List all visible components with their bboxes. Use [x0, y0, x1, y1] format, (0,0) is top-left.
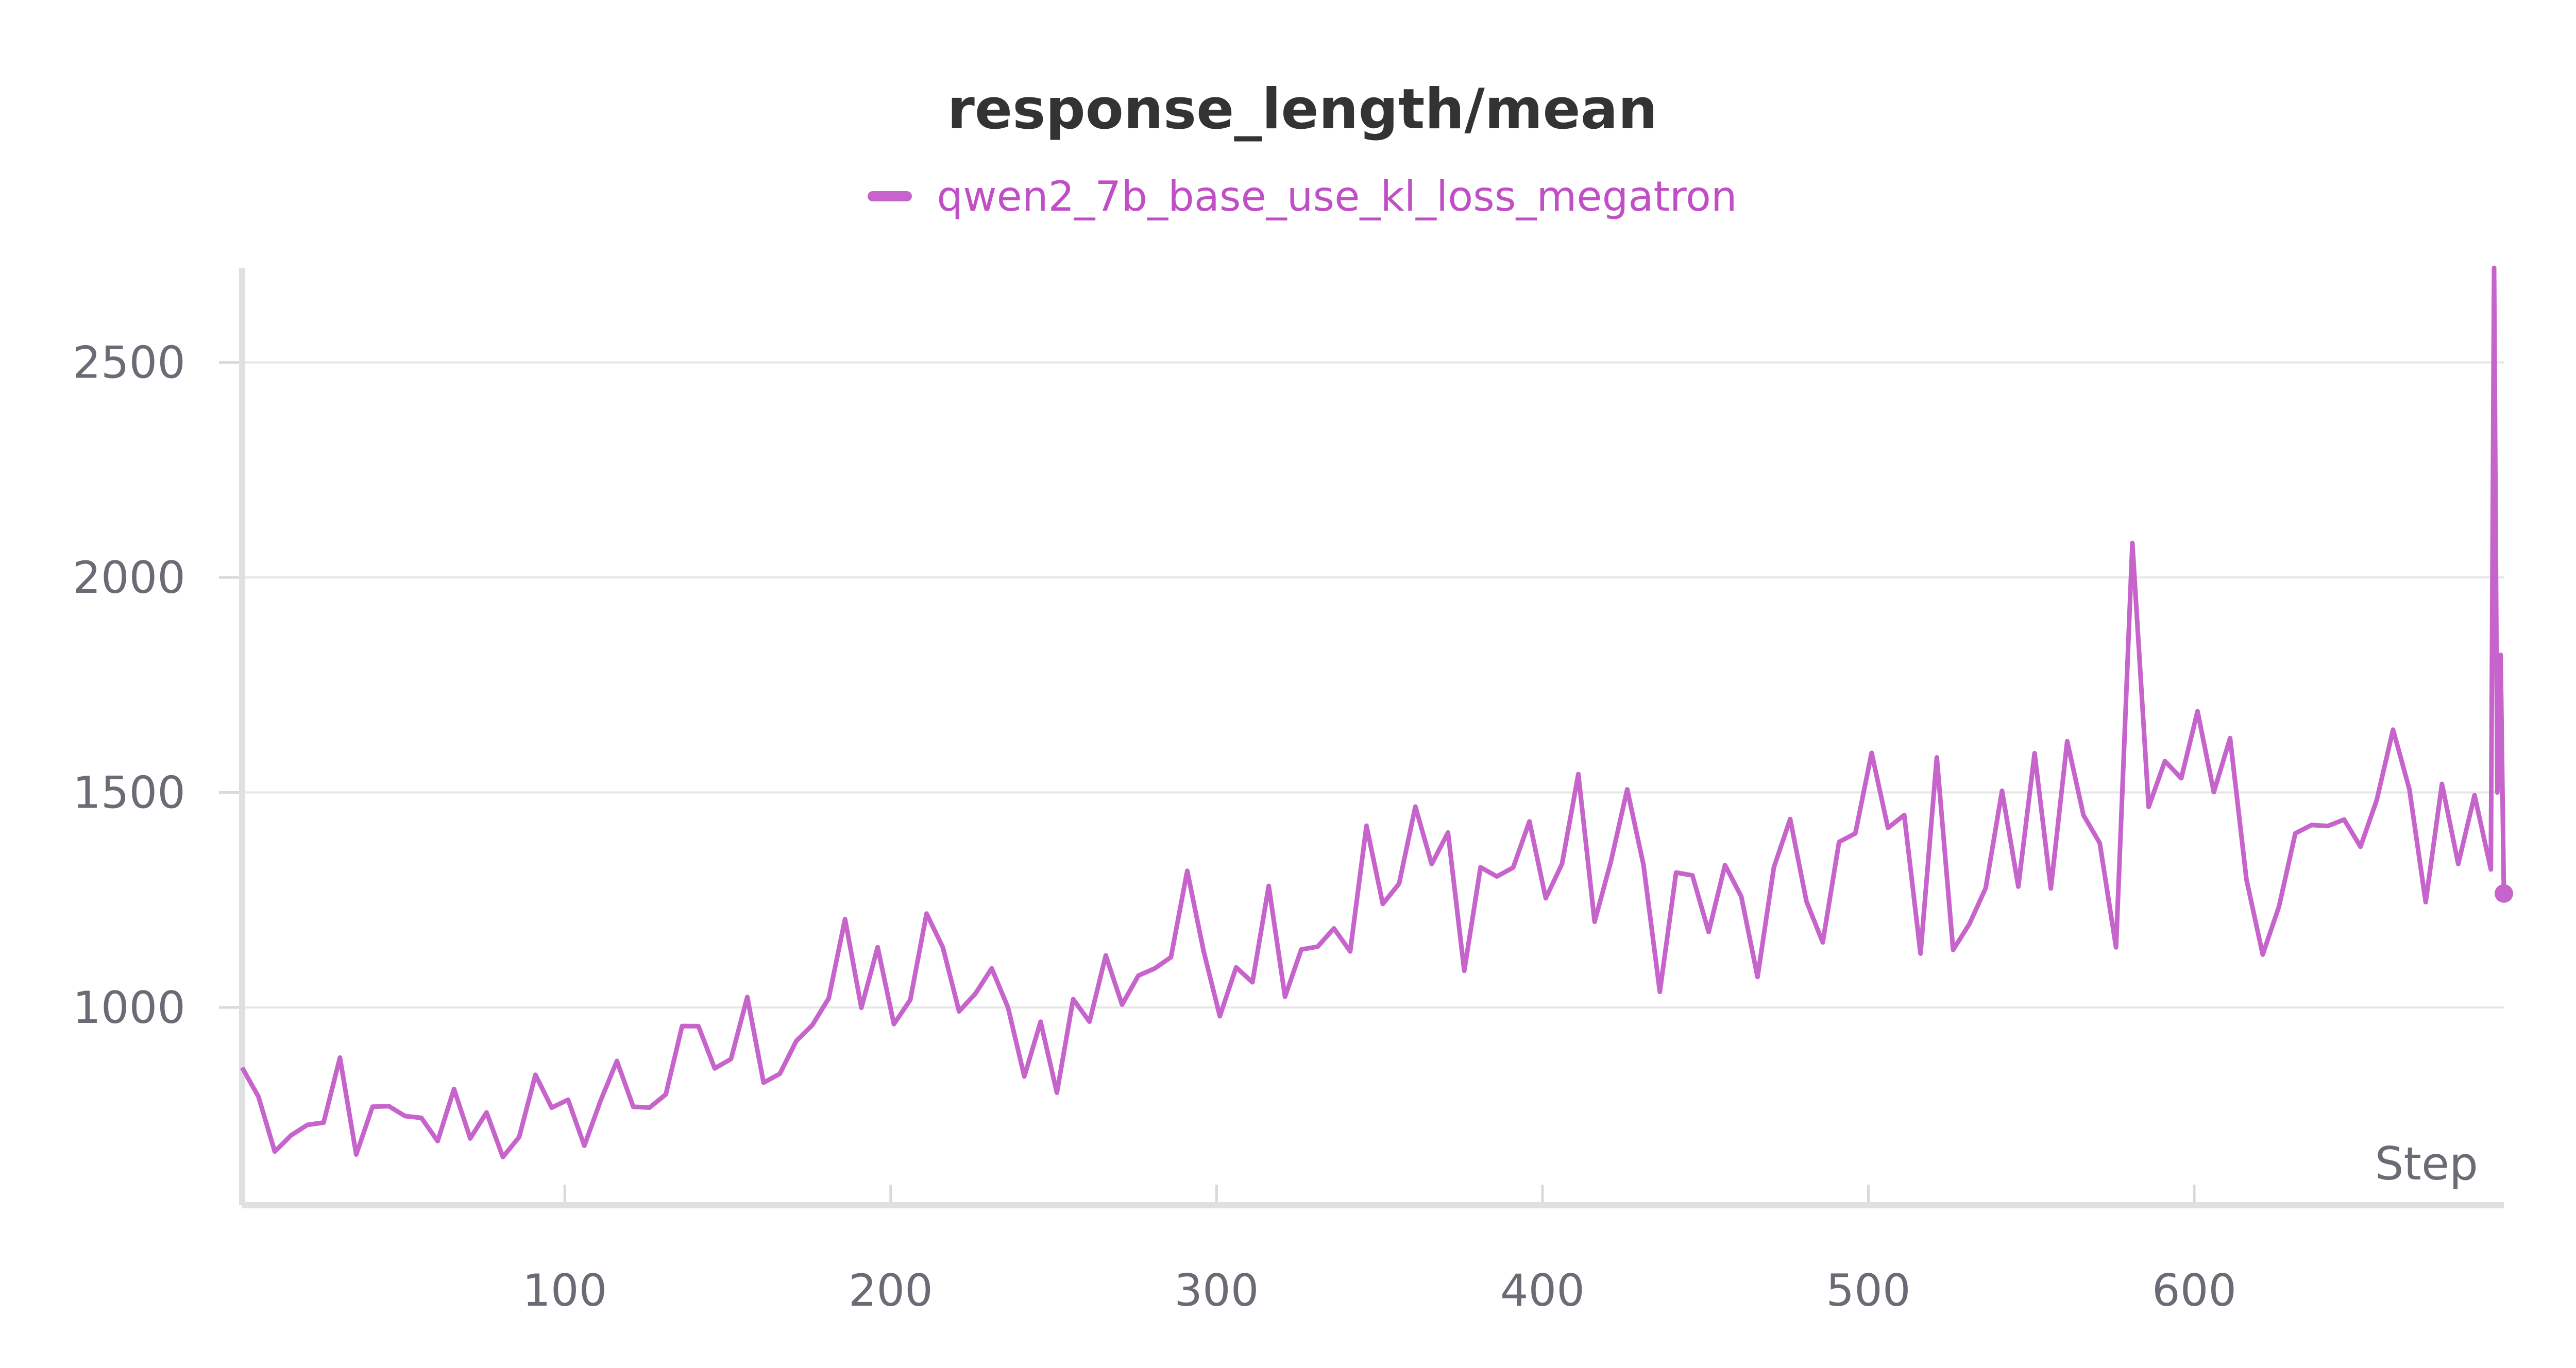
- legend[interactable]: qwen2_7b_base_use_kl_loss_megatron: [0, 173, 2576, 220]
- x-axis-label: Step: [2375, 1137, 2478, 1190]
- x-tick-label: 200: [849, 1265, 933, 1316]
- y-tick-label: 1000: [73, 982, 185, 1034]
- x-tick-label: 300: [1174, 1265, 1259, 1316]
- y-tick-label: 1500: [73, 767, 185, 819]
- chart-title: response_length/mean: [947, 77, 1658, 142]
- series-last-point-marker: [2495, 884, 2513, 903]
- x-tick-label: 100: [522, 1265, 607, 1316]
- y-tick-label: 2000: [73, 552, 185, 604]
- legend-swatch-icon: [868, 191, 912, 202]
- x-tick-label: 400: [1500, 1265, 1585, 1316]
- x-tick-label: 600: [2152, 1265, 2236, 1316]
- legend-series-label: qwen2_7b_base_use_kl_loss_megatron: [937, 173, 1737, 220]
- x-tick-label: 500: [1826, 1265, 1910, 1316]
- series-line-qwen2_7b_base_use_kl_loss_megatron: [240, 265, 2506, 1159]
- y-tick-label: 2500: [73, 337, 185, 389]
